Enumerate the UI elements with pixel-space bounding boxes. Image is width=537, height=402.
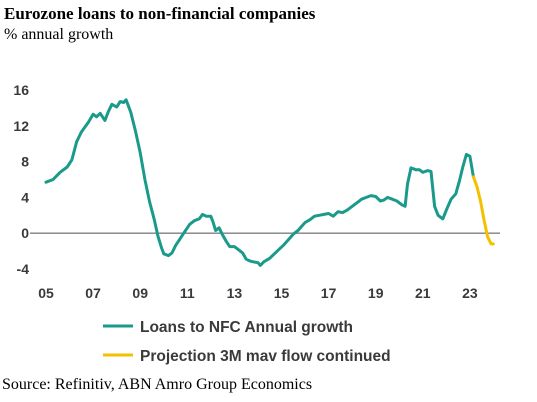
series-line-projection — [471, 175, 495, 246]
legend-label: Projection 3M mav flow continued — [140, 348, 391, 365]
y-tick-label: 8 — [21, 154, 29, 170]
x-tick-label: 11 — [180, 285, 195, 301]
y-tick-label: 4 — [21, 189, 29, 205]
x-tick-label: 07 — [85, 285, 101, 301]
source-note: Source: Refinitiv, ABN Amro Group Econom… — [2, 376, 313, 393]
chart-subtitle: % annual growth — [4, 26, 114, 43]
x-tick-label: 17 — [321, 285, 337, 301]
x-tick-label: 23 — [462, 285, 478, 301]
x-tick-label: 13 — [227, 285, 243, 301]
legend: Loans to NFC Annual growth Projection 3M … — [103, 319, 391, 365]
y-tick-label: 16 — [13, 82, 29, 98]
x-tick-label: 21 — [415, 285, 431, 301]
axis-layer: 16 12 8 4 0 -4 05 07 09 11 13 15 17 19 21 23 — [13, 82, 500, 301]
x-tick-label: 19 — [368, 285, 384, 301]
series-line-loans-nfc — [44, 98, 475, 267]
x-tick-label: 15 — [274, 285, 290, 301]
chart-title: Eurozone loans to non-financial companie… — [4, 4, 316, 23]
x-tick-label: 09 — [132, 285, 148, 301]
y-tick-label: 12 — [13, 118, 29, 134]
y-tick-label: 0 — [21, 225, 29, 241]
series-layer — [44, 98, 495, 267]
x-tick-label: 05 — [38, 285, 54, 301]
y-tick-label: -4 — [17, 261, 30, 277]
legend-label: Loans to NFC Annual growth — [140, 319, 353, 336]
